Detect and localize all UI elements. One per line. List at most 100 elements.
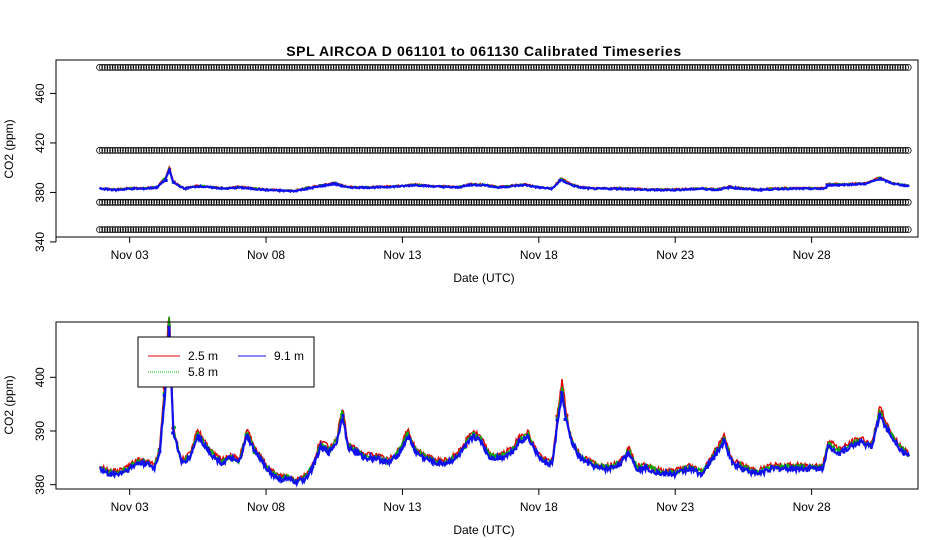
reference-point (689, 198, 696, 206)
reference-point (501, 64, 509, 71)
reference-point (343, 226, 351, 234)
reference-point (330, 226, 338, 234)
reference-point (850, 146, 857, 154)
reference-point (535, 146, 543, 154)
reference-point (371, 226, 379, 234)
reference-point (629, 146, 636, 154)
reference-point (197, 198, 205, 206)
reference-point (418, 64, 426, 71)
reference-point (813, 198, 821, 206)
reference-point (845, 146, 852, 154)
reference-point (96, 198, 103, 206)
reference-point (413, 198, 421, 206)
reference-point (663, 146, 670, 154)
reference-point (741, 146, 748, 154)
reference-point (741, 198, 748, 206)
reference-point (202, 146, 210, 154)
reference-point (582, 64, 590, 71)
reference-point (889, 198, 896, 206)
reference-point (746, 226, 753, 234)
reference-point (702, 226, 709, 234)
reference-point (187, 146, 195, 154)
reference-point (722, 226, 730, 234)
reference-point (132, 226, 140, 234)
reference-point (665, 146, 673, 154)
reference-point (572, 226, 579, 234)
reference-point (389, 64, 397, 71)
reference-point (296, 226, 304, 234)
reference-point (863, 64, 870, 71)
reference-point (410, 64, 418, 71)
y-tick-label: 420 (33, 133, 47, 153)
reference-point (114, 226, 122, 234)
reference-point (608, 198, 616, 206)
reference-point (728, 146, 735, 154)
reference-point (194, 226, 202, 234)
reference-point (114, 64, 122, 71)
series-point (722, 438, 726, 442)
reference-point (795, 64, 803, 71)
reference-point (787, 226, 795, 234)
reference-point (873, 64, 881, 71)
reference-point (275, 198, 283, 206)
reference-point (790, 146, 798, 154)
series-point (205, 446, 209, 450)
reference-point (652, 146, 660, 154)
reference-point (397, 226, 405, 234)
reference-point (884, 226, 891, 234)
reference-point (852, 146, 860, 154)
reference-point (127, 146, 135, 154)
reference-point (369, 226, 377, 234)
reference-point (376, 226, 384, 234)
reference-point (691, 226, 699, 234)
reference-point (808, 64, 816, 71)
reference-point (262, 226, 270, 234)
reference-point (512, 226, 519, 234)
reference-point (621, 64, 629, 71)
reference-point (348, 64, 356, 71)
reference-point (314, 198, 322, 206)
reference-point (301, 198, 309, 206)
reference-point (832, 146, 839, 154)
reference-point (670, 64, 678, 71)
reference-point (834, 226, 842, 234)
reference-point (415, 226, 423, 234)
reference-point (738, 146, 746, 154)
reference-point (683, 64, 691, 71)
series-point (471, 431, 475, 435)
reference-point (124, 146, 132, 154)
reference-point (457, 226, 465, 234)
reference-point (382, 198, 390, 206)
reference-point (137, 226, 145, 234)
reference-point (488, 226, 496, 234)
reference-point (873, 226, 881, 234)
reference-point (358, 146, 366, 154)
reference-point (337, 64, 345, 71)
reference-point (291, 64, 299, 71)
reference-point (543, 146, 551, 154)
reference-point (525, 64, 532, 71)
reference-point (340, 64, 348, 71)
reference-level-standard-low (96, 226, 912, 234)
reference-point (559, 198, 566, 206)
reference-point (904, 226, 912, 234)
reference-point (738, 226, 746, 234)
reference-point (400, 146, 408, 154)
reference-point (101, 198, 109, 206)
reference-point (223, 198, 231, 206)
reference-point (829, 146, 837, 154)
reference-point (473, 226, 481, 234)
reference-point (837, 146, 844, 154)
reference-point (639, 198, 647, 206)
reference-point (618, 146, 626, 154)
reference-point (806, 64, 813, 71)
reference-point (574, 64, 582, 71)
reference-point (343, 198, 351, 206)
chart-title: SPL AIRCOA D 061101 to 061130 Calibrated… (286, 43, 682, 59)
reference-point (694, 64, 701, 71)
reference-point (837, 198, 844, 206)
reference-point (683, 226, 691, 234)
reference-point (166, 64, 174, 71)
reference-point (132, 198, 140, 206)
reference-point (660, 64, 668, 71)
